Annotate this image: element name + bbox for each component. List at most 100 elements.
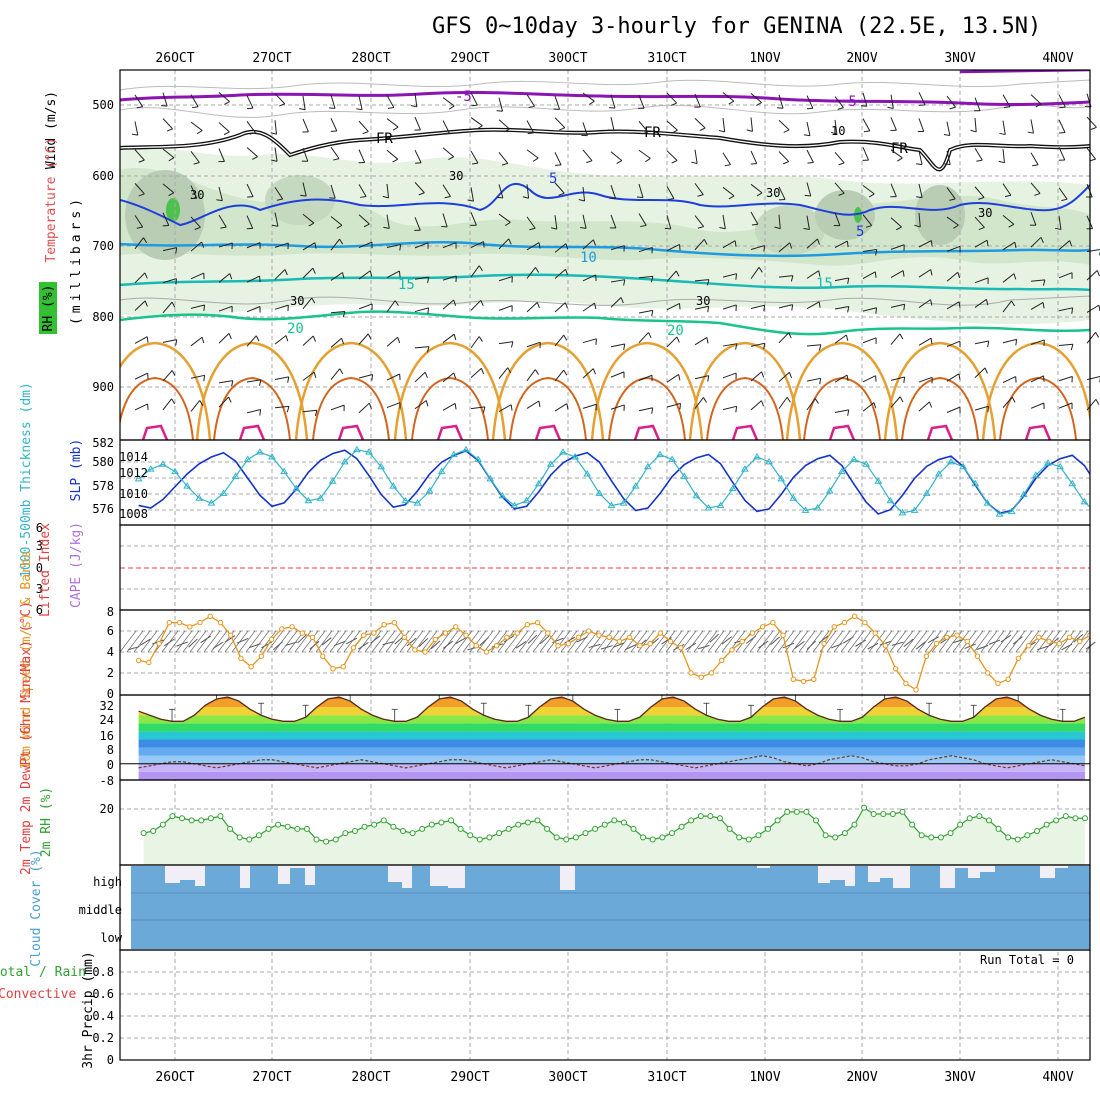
wind10m-point [504,634,510,640]
rh-point [765,825,772,832]
thickness-point [1019,490,1028,498]
thickness-point [401,496,410,504]
temp-band [138,763,1085,772]
thickness-point [316,494,325,501]
wind10m-point [176,619,183,626]
thickness-point [1080,497,1089,505]
y-tick-label: 16 [100,729,114,743]
date-label: 4NOV [1042,1070,1073,1085]
wind10m-point [360,632,367,638]
thickness-point [146,465,155,472]
wind10m-point [258,653,265,659]
wind10m-point [708,670,715,676]
rh-point [774,817,781,824]
thickness-point [837,467,846,475]
y-tick-label: 900 [92,380,114,394]
rh-point [659,834,666,841]
y-tick-label: 0.6 [92,987,114,1001]
rh-point [159,821,166,828]
thickness-point [1031,471,1040,478]
wind10m-point [780,632,786,638]
rh-point [707,813,714,820]
rh-axis-label: RH (%) [41,285,56,332]
thickness-point [777,474,786,482]
date-label: 26OCT [155,51,194,66]
rh-point [332,836,339,843]
rh-point [275,821,282,828]
thickness-point [389,482,398,489]
wind10m-point [381,622,387,628]
cloud-gap [1055,866,1068,868]
wind10m-point [811,676,817,682]
date-label: 2NOV [846,1070,877,1085]
wind10m-axis-label: 10m Wind Speed (m/s) & Barbs [19,550,34,769]
wind10m-point [862,619,868,626]
y-tick-label: 6 [36,603,43,617]
rh-point [937,834,944,841]
wind10m-point [575,634,582,640]
date-label: 2NOV [846,51,877,66]
date-label: 29OCT [450,1070,489,1085]
thickness-point [268,453,276,460]
wind10m-point [739,638,745,645]
contour-label: 30 [696,294,710,308]
wind10m-point [586,628,592,634]
wind10m-point [442,630,449,636]
contour-label: FR [891,141,908,157]
wind10m-point [534,619,541,626]
wind10m-point [483,649,490,655]
date-label: 31OCT [647,51,686,66]
thickness-point [134,474,143,482]
cloud-gap [430,866,448,886]
thickness-point [704,504,713,511]
thickness-point [462,445,470,453]
cape-axis-label: CAPE (J/kg) [69,522,84,608]
temp-band [138,747,1085,756]
thickness-point [559,448,567,455]
page-title: GFS 0~10day 3-hourly for GENINA (22.5E, … [432,14,1041,39]
thickness-point [340,457,349,465]
cloud-cover-panel [131,866,1090,949]
wind10m-point [524,622,531,628]
rh-point [813,817,820,824]
thickness-point [498,491,507,499]
cloud-gap [818,866,830,883]
run-total-label: Run Total = 0 [980,953,1074,967]
rh-point [409,830,416,837]
rh-point [1082,815,1088,822]
date-label: 27OCT [252,1070,291,1085]
temp2m-axis-label: 2m Temp 2m DewPt (6hr Min/Max) (°C) [19,601,34,875]
wind10m-point [299,630,306,636]
cloud-gap [165,866,180,883]
rh-point [313,836,320,843]
wind10m-point [688,670,694,676]
thickness-point [571,453,580,460]
rh-point [620,819,627,826]
wind10m-point [647,640,653,647]
rh-point [524,819,531,826]
wind10m-point [872,630,878,636]
rh-shading [120,147,1090,325]
temp-series-line [138,696,1086,722]
rh-point [390,823,397,830]
date-label: 1NOV [749,1070,780,1085]
rh-point [745,836,752,843]
wind10m-point [289,624,295,630]
temp-band [138,771,1085,780]
rh-panel [140,804,1088,865]
y-tick-label: 0.2 [92,1031,114,1045]
thickness-point [352,445,361,453]
rh-point [342,830,349,837]
wind10m-point [135,657,142,664]
temp-band [138,731,1085,740]
thickness-point [486,474,495,482]
thickness-point [850,455,858,462]
cloud-gap [757,866,770,868]
rh-legend-swatch [39,282,57,334]
date-label: 3NOV [944,51,975,66]
rh-area [143,807,1085,865]
rh-point [1072,815,1079,822]
rh-point [179,815,186,822]
date-label: 29OCT [450,51,489,66]
contour-label: 5 [856,224,864,240]
